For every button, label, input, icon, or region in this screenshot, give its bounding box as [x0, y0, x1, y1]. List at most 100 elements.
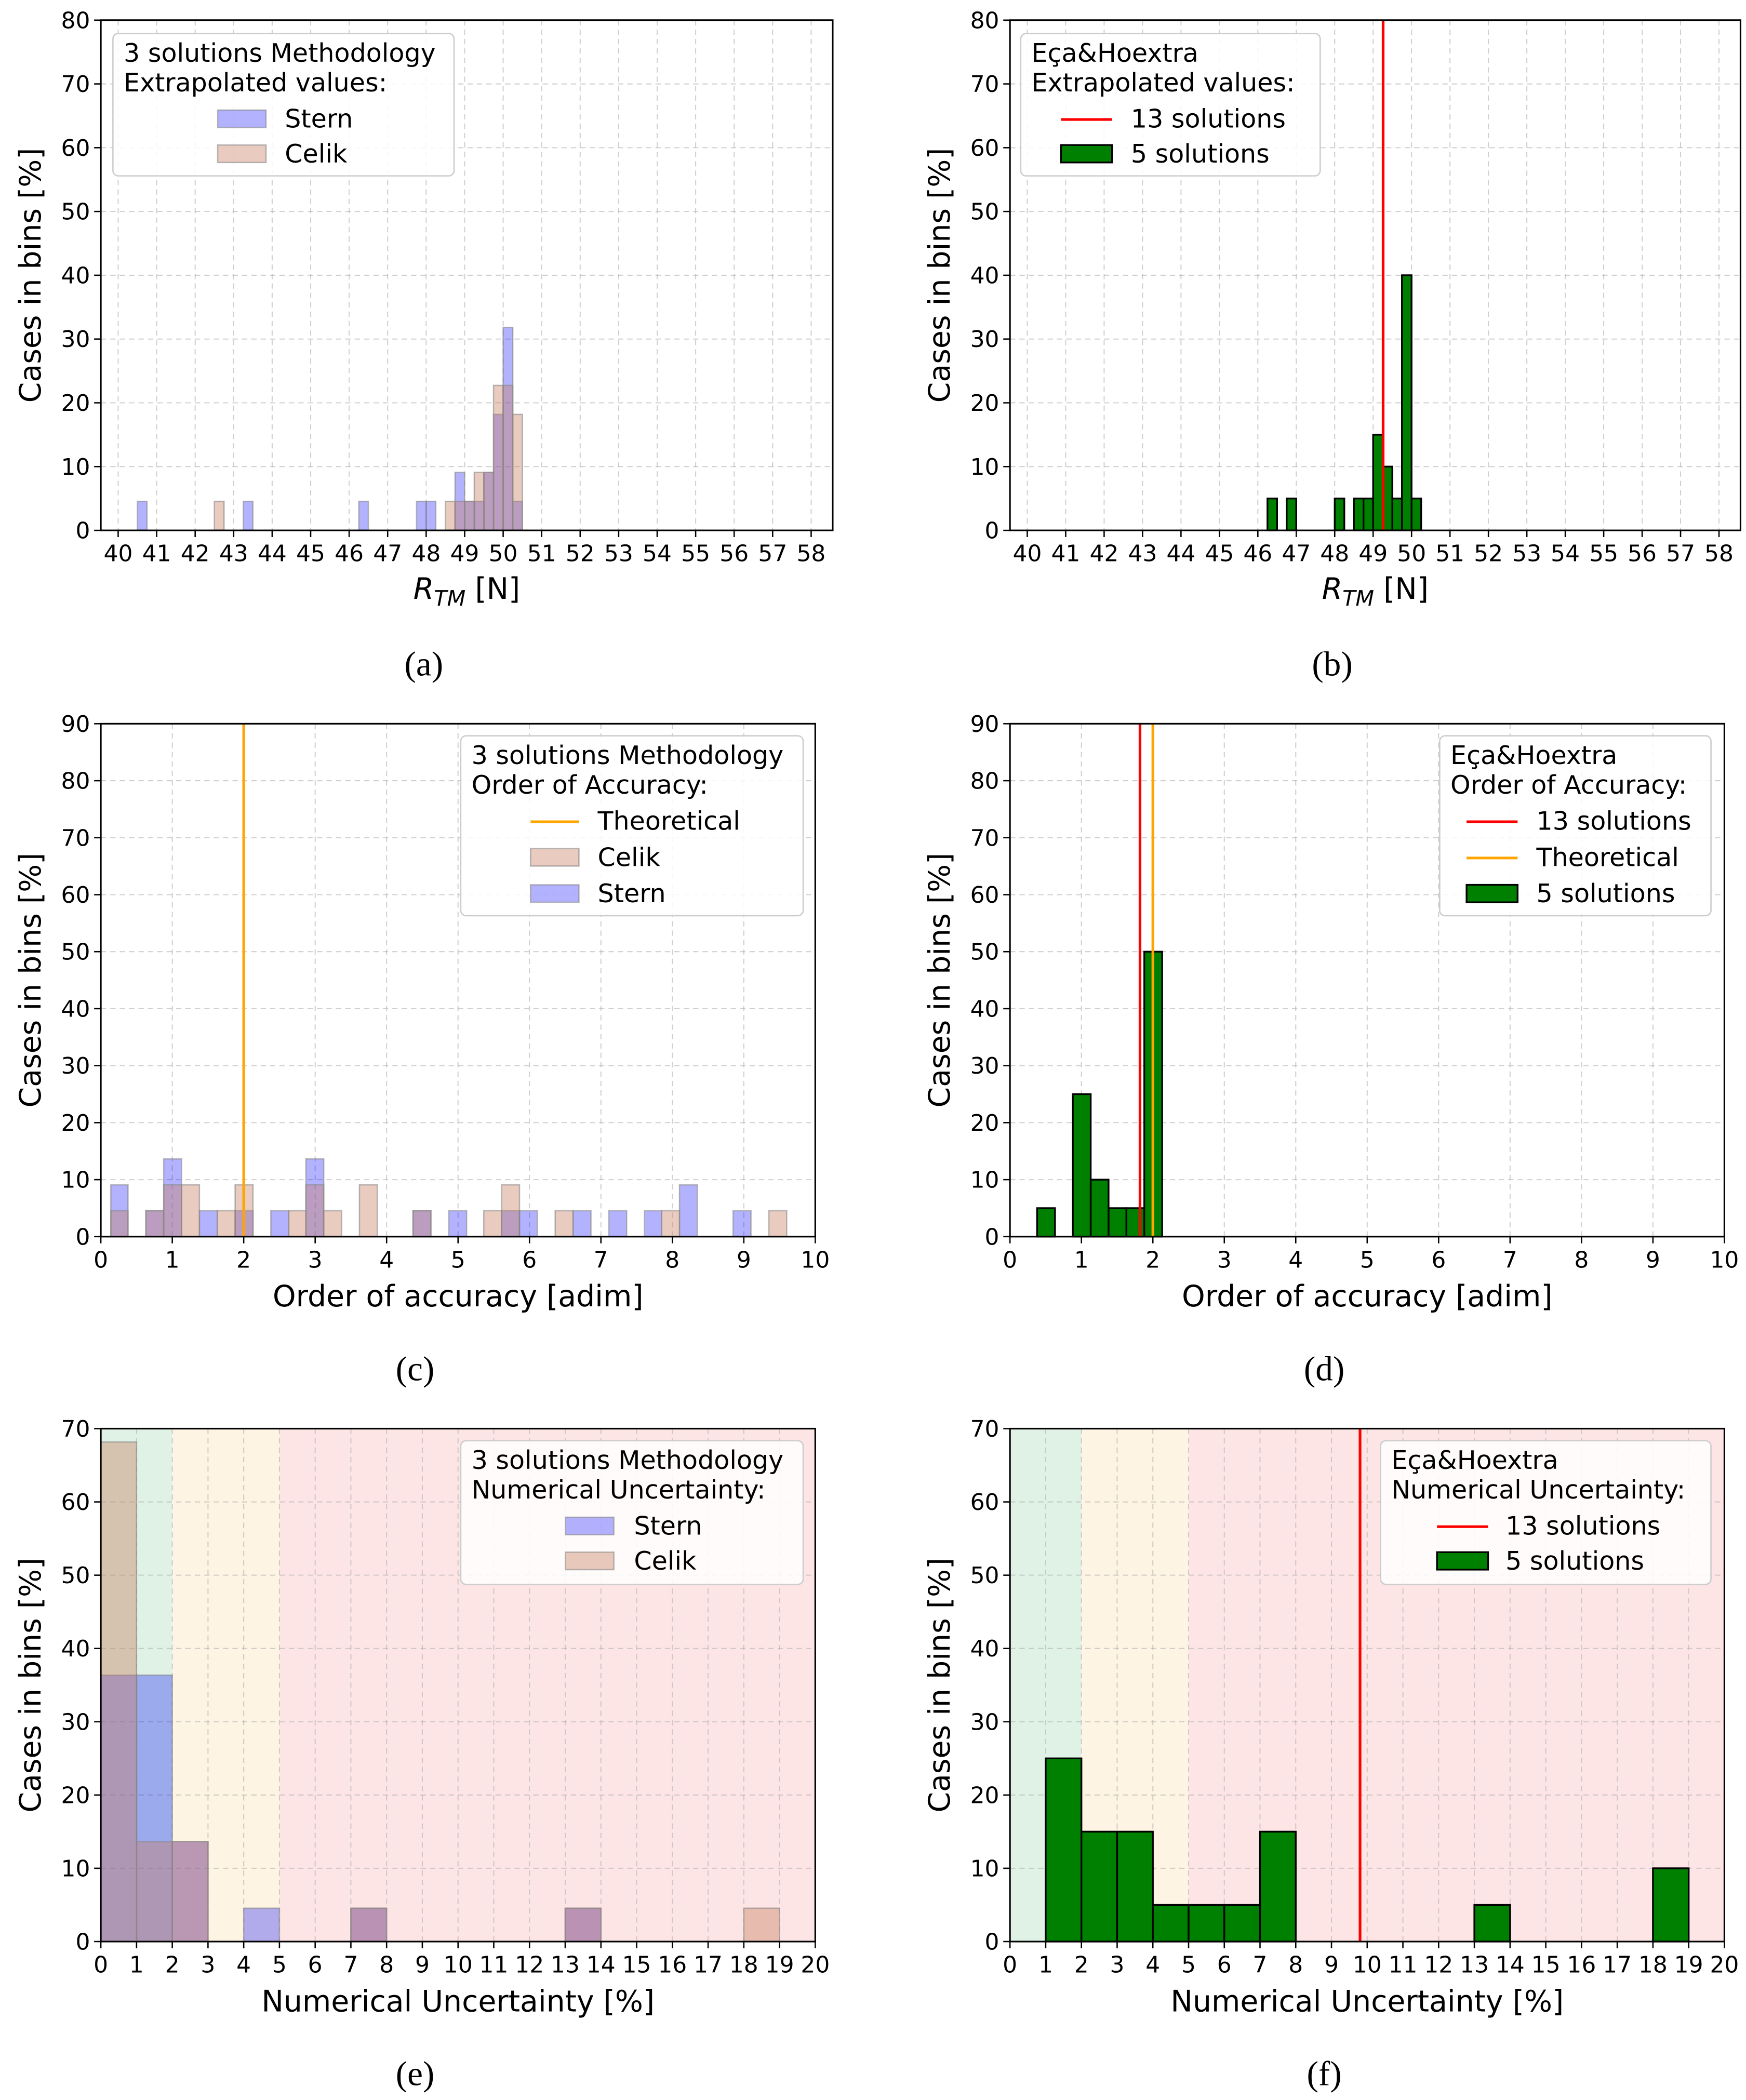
x-tick-label: 5	[1181, 1951, 1196, 1978]
histogram-bar	[1188, 1904, 1225, 1943]
histogram-bar	[1286, 498, 1297, 531]
y-axis-label: Cases in bins [%]	[923, 148, 957, 403]
x-tick-label: 19	[765, 1951, 794, 1978]
x-axis-label: RTM [N]	[414, 572, 520, 611]
x-axis-label: Order of accuracy [adim]	[273, 1279, 644, 1314]
histogram-bar	[1125, 1207, 1145, 1238]
x-tick-label: 51	[1435, 541, 1464, 567]
legend-item-label: 13 solutions	[1131, 104, 1286, 134]
x-tick-label: 2	[165, 1951, 180, 1978]
legend-box	[1439, 735, 1712, 917]
legend-item-label: 5 solutions	[1505, 1546, 1644, 1576]
legend-patch-swatch	[1436, 1551, 1489, 1571]
histogram-bar	[1652, 1867, 1690, 1943]
histogram-bar	[518, 1210, 538, 1238]
x-tick-label: 10	[444, 1951, 473, 1978]
histogram-bar	[137, 500, 148, 531]
x-tick-label: 7	[1253, 1951, 1268, 1978]
x-tick-label: 50	[1397, 541, 1426, 567]
y-tick-label: 0	[985, 518, 999, 544]
x-tick-label: 58	[1704, 541, 1734, 567]
panel-label: (a)	[405, 644, 444, 683]
x-tick-label: 19	[1674, 1951, 1703, 1978]
legend-item-label: 13 solutions	[1537, 806, 1691, 836]
histogram-bar	[1223, 1904, 1261, 1943]
x-tick-label: 40	[103, 541, 132, 567]
y-axis-label: Cases in bins [%]	[14, 853, 48, 1108]
x-axis-label-unit: [N]	[1374, 572, 1429, 606]
x-tick-label: 0	[1003, 1247, 1017, 1273]
legend-item-label: 5 solutions	[1131, 139, 1270, 169]
histogram-bar	[136, 1841, 173, 1943]
legend-item-label: Celik	[598, 842, 661, 872]
histogram-bar	[100, 1441, 138, 1943]
x-tick-label: 45	[1205, 541, 1234, 567]
histogram-bar	[243, 500, 254, 531]
x-tick-label: 4	[236, 1951, 251, 1978]
y-tick-label: 80	[970, 768, 999, 795]
x-tick-label: 3	[1217, 1247, 1232, 1273]
x-tick-label: 16	[658, 1951, 687, 1978]
x-tick-label: 49	[450, 541, 479, 567]
histogram-bar	[171, 1841, 209, 1943]
x-tick-label: 42	[181, 541, 210, 567]
panel-label: (f)	[1307, 2054, 1342, 2093]
legend-patch-swatch	[217, 109, 267, 128]
x-tick-label: 2	[1145, 1247, 1160, 1273]
y-tick-label: 60	[61, 135, 90, 162]
x-tick-label: 46	[1243, 541, 1272, 567]
x-axis-label-subscript: TM	[434, 586, 465, 611]
histogram-bar	[644, 1210, 662, 1238]
legend-title: Order of Accuracy:	[472, 770, 708, 800]
x-tick-label: 11	[479, 1951, 509, 1978]
legend-title: Eça&Hoextra	[1032, 38, 1198, 68]
histogram-bar	[358, 500, 369, 531]
y-tick-label: 30	[61, 1053, 90, 1079]
histogram-bar	[554, 1210, 574, 1238]
x-tick-label: 1	[1074, 1247, 1089, 1273]
x-tick-label: 55	[681, 541, 710, 567]
histogram-bar	[512, 413, 523, 531]
y-tick-label: 60	[970, 135, 999, 162]
x-tick-label: 6	[1217, 1951, 1232, 1978]
histogram-bar	[448, 1210, 468, 1238]
x-tick-label: 20	[1710, 1951, 1739, 1978]
histogram-bar	[1267, 498, 1278, 531]
y-tick-label: 20	[61, 1110, 90, 1136]
histogram-bar	[473, 472, 485, 531]
histogram-bar	[454, 500, 465, 531]
histogram-bar	[145, 1210, 165, 1238]
panel-b: 40 41 42 43 44 45 46 47 48 49 50 51 52 53 54 55 56 57 58 0 1…	[923, 7, 1741, 683]
histogram-bar	[501, 1184, 521, 1238]
x-tick-label: 12	[1424, 1951, 1453, 1978]
y-tick-label: 80	[970, 7, 999, 34]
x-tick-label: 48	[411, 541, 441, 567]
x-tick-label: 52	[1474, 541, 1503, 567]
x-tick-label: 0	[94, 1951, 108, 1978]
legend-item-label: Stern	[285, 104, 353, 134]
series-stern	[100, 1674, 602, 1943]
histogram-bar	[1081, 1830, 1118, 1943]
x-axis-label: Order of accuracy [adim]	[1182, 1279, 1553, 1314]
x-tick-label: 56	[719, 541, 749, 567]
x-tick-label: 17	[1603, 1951, 1632, 1978]
legend-item-label: Celik	[634, 1546, 697, 1576]
y-tick-label: 10	[970, 454, 999, 480]
x-tick-label: 13	[1460, 1951, 1489, 1978]
x-tick-label: 18	[729, 1951, 758, 1978]
y-tick-label: 20	[970, 1782, 999, 1809]
x-tick-label: 15	[622, 1951, 651, 1978]
histogram-bar	[163, 1184, 182, 1238]
x-axis-label-unit: [N]	[465, 572, 520, 606]
y-tick-label: 60	[61, 1489, 90, 1516]
y-tick-label: 90	[970, 711, 999, 738]
y-tick-label: 10	[61, 454, 90, 480]
histogram-bar	[412, 1210, 432, 1238]
histogram-bar	[1401, 274, 1412, 531]
y-tick-label: 70	[970, 1416, 999, 1442]
panel-a: 40 41 42 43 44 45 46 47 48 49 50 51 52 53 54 55 56 57 58 0 1…	[14, 7, 834, 683]
x-tick-label: 5	[272, 1951, 287, 1978]
y-tick-label: 60	[61, 882, 90, 908]
